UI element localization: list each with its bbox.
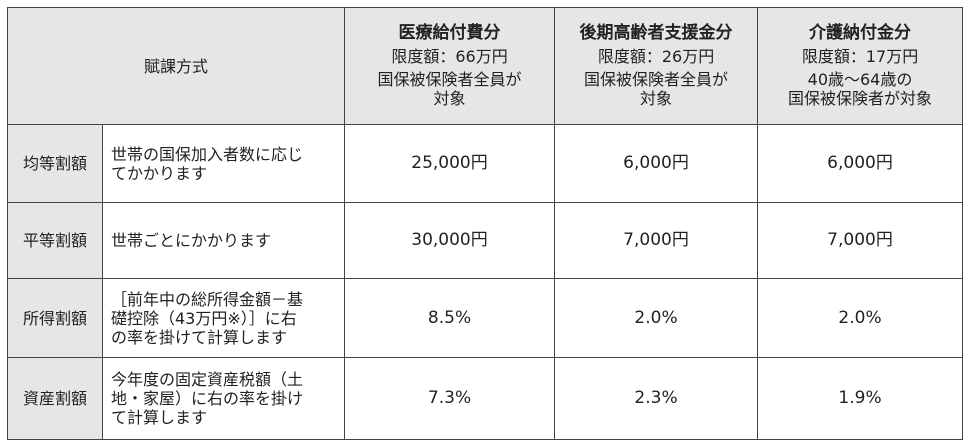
row-value: 7,000円: [757, 202, 964, 279]
description-line: 地・家屋）に右の率を掛け: [111, 389, 304, 408]
column-limit: 限度額：66万円: [391, 47, 508, 66]
row-name: 所得割額: [7, 278, 103, 358]
row-description: 世帯ごとにかかります: [101, 202, 346, 279]
description-line: の率を掛けて計算します: [111, 327, 288, 347]
row-value: 6,000円: [757, 124, 964, 203]
description-line: て計算します: [111, 408, 208, 427]
description-line: 今年度の固定資産税額（土: [111, 370, 304, 389]
target-line: 対象: [640, 89, 673, 108]
description-line: 世帯の国保加入者数に応じ: [111, 144, 304, 164]
column-title: 医療給付費分: [398, 23, 501, 43]
column-limit: 限度額：26万円: [597, 47, 715, 66]
column-target: 国保被保険者全員が 対象: [349, 70, 550, 108]
row-value: 1.9%: [757, 357, 964, 440]
row-name: 平等割額: [7, 202, 103, 279]
column-title: 介護納付金分: [809, 23, 912, 43]
target-line: 対象: [433, 89, 466, 108]
description-line: てかかります: [111, 163, 208, 183]
column-title: 後期高齢者支援金分: [579, 23, 733, 43]
column-target: 40歳～64歳の 国保被保険者が対象: [762, 70, 958, 108]
column-limit: 限度額：17万円: [801, 47, 919, 66]
row-value: 2.0%: [757, 278, 964, 358]
column-header: 後期高齢者支援金分 限度額：26万円 国保被保険者全員が 対象: [554, 7, 759, 125]
description-line: 礎控除（43万円※）］に右: [111, 308, 297, 328]
target-line: 40歳～64歳の: [807, 70, 913, 89]
row-value: 7.3%: [344, 357, 556, 440]
row-description: 世帯の国保加入者数に応じ てかかります: [101, 124, 346, 203]
row: 資産割額 今年度の固定資産税額（土 地・家屋）に右の率を掛け て計算します 7.3% 2.…: [7, 357, 964, 440]
row: 平等割額 世帯ごとにかかります 30,000円 7,000円 7,000円: [7, 202, 964, 279]
row-value: 25,000円: [344, 124, 556, 203]
row-value: 30,000円: [344, 202, 556, 279]
row-value: 6,000円: [554, 124, 759, 203]
table-body: 賦課方式 医療給付費分 限度額：66万円 国保被保険者全員が 対象 後期高齢者支援金分 限度…: [6, 7, 964, 440]
fee-table: 賦課方式 医療給付費分 限度額：66万円 国保被保険者全員が 対象 後期高齢者支援金分 限度…: [6, 7, 964, 440]
row-name: 均等割額: [7, 124, 103, 203]
row-name: 資産割額: [7, 357, 103, 440]
column-header: 介護納付金分 限度額：17万円 40歳～64歳の 国保被保険者が対象: [757, 7, 964, 125]
row-value: 7,000円: [554, 202, 759, 279]
header-label: 賦課方式: [6, 7, 346, 125]
description-line: ［前年中の総所得金額－基: [111, 289, 304, 309]
column-header: 医療給付費分 限度額：66万円 国保被保険者全員が 対象: [344, 7, 556, 125]
row-description: ［前年中の総所得金額－基 礎控除（43万円※）］に右 の率を掛けて計算します: [101, 278, 346, 358]
row: 所得割額 ［前年中の総所得金額－基 礎控除（43万円※）］に右 の率を掛けて計算します…: [7, 278, 964, 358]
target-line: 国保被保険者全員が: [584, 70, 729, 89]
row-description: 今年度の固定資産税額（土 地・家屋）に右の率を掛け て計算します: [101, 357, 346, 440]
target-line: 国保被保険者全員が: [377, 70, 522, 89]
row: 均等割額 世帯の国保加入者数に応じ てかかります 25,000円 6,000円 6,000…: [7, 124, 964, 203]
row-value: 2.3%: [554, 357, 759, 440]
target-line: 国保被保険者が対象: [788, 89, 933, 108]
row-value: 8.5%: [344, 278, 556, 358]
row-value: 2.0%: [554, 278, 759, 358]
header-row: 賦課方式 医療給付費分 限度額：66万円 国保被保険者全員が 対象 後期高齢者支援金分 限度…: [6, 7, 964, 125]
description-line: 世帯ごとにかかります: [111, 231, 272, 250]
column-target: 国保被保険者全員が 対象: [559, 70, 753, 108]
